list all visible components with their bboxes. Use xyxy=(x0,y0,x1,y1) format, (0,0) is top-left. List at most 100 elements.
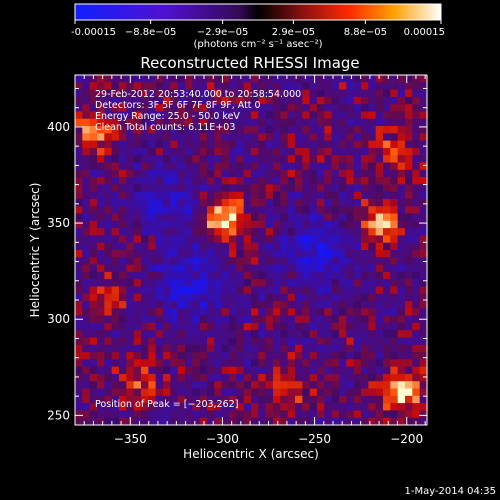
heatmap-cell xyxy=(368,162,376,171)
heatmap-cell xyxy=(221,177,230,185)
heatmap-cell xyxy=(302,242,310,251)
heatmap-cell xyxy=(155,344,164,353)
heatmap-cell xyxy=(251,344,259,353)
heatmap-cell xyxy=(126,220,134,229)
heatmap-cell xyxy=(324,169,332,178)
heatmap-cell xyxy=(353,271,362,280)
heatmap-cell xyxy=(207,395,215,404)
heatmap-cell xyxy=(273,271,281,280)
heatmap-cell xyxy=(361,220,369,229)
heatmap-cell xyxy=(295,82,303,90)
heatmap-cell xyxy=(243,381,252,389)
heatmap-cell xyxy=(302,155,310,163)
heatmap-cell xyxy=(89,279,98,287)
heatmap-cell xyxy=(75,322,83,331)
heatmap-cell xyxy=(119,242,127,251)
heatmap-cell xyxy=(331,169,340,178)
heatmap-cell xyxy=(97,198,105,207)
heatmap-cell xyxy=(214,337,222,346)
heatmap-cell xyxy=(302,271,310,280)
heatmap-cell xyxy=(163,169,171,178)
heatmap-cell xyxy=(104,118,112,127)
heatmap-cell xyxy=(251,75,259,83)
heatmap-cell xyxy=(265,264,274,273)
heatmap-cell xyxy=(280,147,288,156)
heatmap-cell xyxy=(361,198,369,207)
heatmap-cell xyxy=(324,257,332,265)
heatmap-cell xyxy=(192,381,200,389)
heatmap-cell xyxy=(97,301,105,309)
heatmap-cell xyxy=(419,162,428,171)
heatmap-cell xyxy=(368,293,376,302)
heatmap-cell xyxy=(265,337,274,346)
heatmap-cell xyxy=(295,242,303,251)
heatmap-cell xyxy=(111,279,120,287)
heatmap-cell xyxy=(265,228,274,236)
heatmap-cell xyxy=(148,96,156,105)
heatmap-cell xyxy=(82,359,90,367)
heatmap-cell xyxy=(119,330,127,338)
heatmap-cell xyxy=(258,315,266,324)
heatmap-cell xyxy=(89,286,98,295)
heatmap-cell xyxy=(119,118,127,127)
heatmap-cell xyxy=(390,250,398,258)
heatmap-cell xyxy=(119,96,127,105)
heatmap-cell xyxy=(141,140,149,149)
heatmap-cell xyxy=(258,417,266,426)
heatmap-cell xyxy=(75,373,83,382)
heatmap-cell xyxy=(302,403,310,411)
heatmap-cell xyxy=(317,395,325,404)
heatmap-cell xyxy=(287,344,296,353)
heatmap-cell xyxy=(163,162,171,171)
heatmap-cell xyxy=(383,250,391,258)
heatmap-cell xyxy=(390,184,398,192)
heatmap-cell xyxy=(390,147,398,156)
heatmap-cell xyxy=(251,315,259,324)
heatmap-cell xyxy=(397,388,406,397)
heatmap-cell xyxy=(155,373,164,382)
heatmap-cell xyxy=(390,111,398,120)
heatmap-cell xyxy=(287,410,296,419)
heatmap-cell xyxy=(302,352,310,360)
heatmap-cell xyxy=(339,403,347,411)
heatmap-cell xyxy=(361,293,369,302)
heatmap-cell xyxy=(126,96,134,105)
heatmap-cell xyxy=(258,126,266,134)
heatmap-cell xyxy=(214,104,222,112)
heatmap-cell xyxy=(287,89,296,98)
heatmap-cell xyxy=(405,191,413,200)
heatmap-cell xyxy=(82,257,90,265)
heatmap-cell xyxy=(243,388,252,397)
heatmap-cell xyxy=(75,147,83,156)
heatmap-cell xyxy=(419,352,428,360)
heatmap-cell xyxy=(97,373,105,382)
heatmap-cell xyxy=(412,388,420,397)
heatmap-cell xyxy=(97,315,105,324)
heatmap-cell xyxy=(353,286,362,295)
heatmap-cell xyxy=(214,162,222,171)
heatmap-cell xyxy=(273,330,281,338)
heatmap-cell xyxy=(192,301,200,309)
heatmap-cell xyxy=(397,381,406,389)
heatmap-cell xyxy=(163,235,171,244)
heatmap-cell xyxy=(111,293,120,302)
heatmap-cell xyxy=(185,250,193,258)
heatmap-cell xyxy=(148,220,156,229)
heatmap-cell xyxy=(148,352,156,360)
heatmap-cell xyxy=(170,315,178,324)
heatmap-cell xyxy=(390,133,398,141)
heatmap-cell xyxy=(192,140,200,149)
heatmap-cell xyxy=(177,250,186,258)
heatmap-cell xyxy=(75,410,83,419)
heatmap-cell xyxy=(82,395,90,404)
y-axis-label: Heliocentric Y (arcsec) xyxy=(28,183,42,318)
heatmap-cell xyxy=(280,359,288,367)
heatmap-cell xyxy=(397,410,406,419)
heatmap-cell xyxy=(148,250,156,258)
heatmap-cell xyxy=(141,118,149,127)
heatmap-cell xyxy=(412,82,420,90)
heatmap-cell xyxy=(126,82,134,90)
heatmap-cell xyxy=(207,228,215,236)
heatmap-cell xyxy=(258,89,266,98)
heatmap-cell xyxy=(111,213,120,222)
